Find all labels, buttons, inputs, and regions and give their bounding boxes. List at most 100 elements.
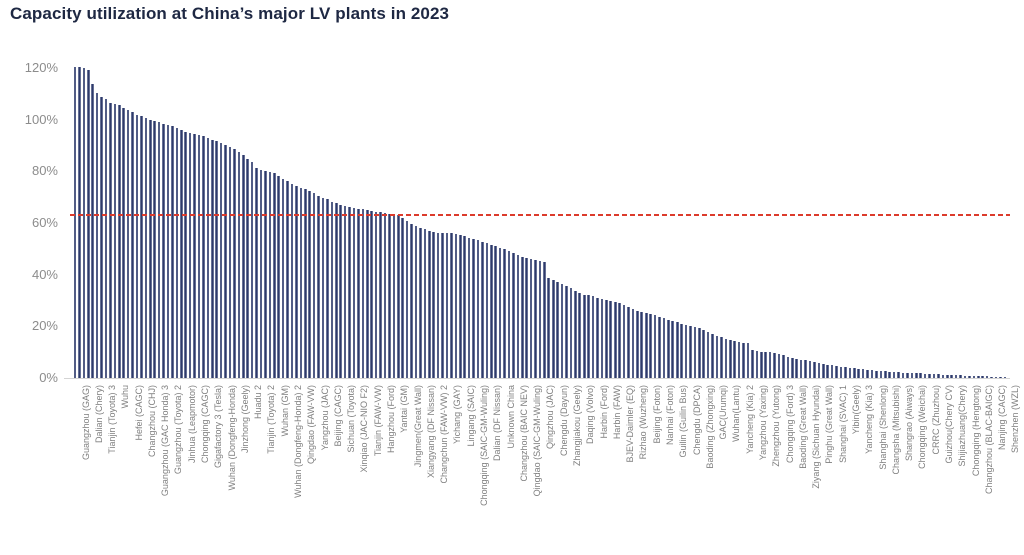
x-axis-label: Shanghai (SVAC) 1: [837, 385, 848, 463]
bar: [932, 374, 936, 378]
bar: [458, 234, 462, 378]
bar: [494, 246, 497, 378]
bar: [915, 373, 918, 378]
x-axis-label: Shenzhen (WZL): [1010, 385, 1021, 454]
bar: [795, 358, 799, 378]
bar: [255, 167, 258, 378]
x-axis-label: Zhengzhou (Yutong): [771, 385, 782, 467]
x-axis-label: Chongqing (Hengtong): [970, 385, 981, 477]
bar: [357, 208, 360, 378]
x-axis-label: Guizhou(Chery CV): [943, 385, 954, 464]
bar: [175, 127, 179, 378]
x-axis-label: Xinqiao (JAC-NIO F2): [359, 385, 370, 473]
x-axis-label: Yantai (GM): [399, 385, 410, 433]
bar: [171, 126, 174, 378]
bar: [233, 149, 236, 378]
bar: [312, 192, 316, 378]
bar: [529, 259, 533, 378]
bar: [148, 119, 152, 378]
y-tick-label: 80%: [31, 163, 58, 179]
bar: [928, 373, 931, 378]
bar: [609, 300, 613, 378]
bar: [959, 375, 962, 378]
bar: [782, 355, 785, 378]
y-tick-label: 0%: [39, 370, 58, 385]
bar: [432, 232, 435, 378]
bar: [613, 301, 617, 378]
bar: [326, 198, 329, 378]
bar: [224, 145, 227, 378]
bar: [78, 67, 81, 378]
bar: [73, 66, 77, 378]
bar: [286, 181, 289, 378]
x-axis-label: Baoding (Great Wall): [797, 385, 808, 469]
bar: [768, 352, 772, 378]
bar: [512, 252, 515, 378]
x-axis-label: Shijiazhuang(Chery): [957, 385, 968, 467]
bar: [489, 244, 493, 378]
x-axis-label: Chongqing (SAIC-GM-Wuling): [479, 385, 490, 506]
bar: [339, 204, 342, 378]
bar: [250, 162, 254, 378]
x-axis-label: GAC(Urumqi): [718, 385, 729, 440]
bar: [441, 232, 444, 378]
bar: [910, 373, 914, 378]
bar: [122, 107, 125, 378]
bar: [671, 320, 675, 378]
x-axis-label: Tianjin (FAW-VW): [372, 385, 383, 457]
bar: [764, 351, 768, 378]
bar: [126, 109, 130, 378]
x-axis-label: Beijing (Foton): [651, 385, 662, 444]
bar: [264, 171, 267, 378]
x-axis-label: Jinhua (Leapmotor): [186, 385, 197, 464]
bar: [822, 363, 825, 378]
bar: [605, 299, 608, 378]
x-axis-label: Dalian (Chery): [93, 385, 104, 444]
bar: [667, 319, 670, 378]
x-axis-label: Changzhou (BLAC-BAIGC): [983, 385, 994, 495]
bar: [179, 129, 183, 378]
x-axis-label: Shangrao (Aiways): [904, 385, 915, 462]
bar: [268, 171, 272, 378]
bar: [897, 372, 900, 378]
bar: [507, 250, 511, 378]
x-axis-label: Changsha (Mitsubishi): [890, 385, 901, 475]
bar: [941, 374, 945, 378]
x-axis-label: Wuhan (Dongfeng-Honda) 2: [293, 385, 304, 498]
x-axis-label: Shanghai (Shenlong): [877, 385, 888, 470]
bar: [365, 210, 369, 378]
bar: [698, 328, 701, 378]
bar: [569, 288, 573, 378]
bar: [414, 225, 418, 378]
bar: [188, 133, 192, 378]
bar: [299, 187, 303, 378]
bar: [206, 137, 210, 378]
bar: [317, 195, 320, 378]
x-axis-label: Unknown China: [505, 385, 516, 449]
bar: [990, 376, 993, 378]
bar: [702, 329, 706, 378]
bar: [374, 211, 378, 378]
bar: [684, 324, 688, 378]
bar: [813, 362, 816, 378]
x-axis-label: Changzhou (BAIC NEV): [518, 385, 529, 482]
bar: [348, 206, 351, 378]
bar: [963, 375, 967, 378]
bar: [791, 357, 794, 378]
bar: [91, 83, 94, 378]
bar: [272, 172, 276, 378]
bar: [290, 184, 294, 378]
bar: [950, 375, 954, 378]
bar: [888, 371, 892, 378]
x-axis-label: Dalian (DF Nissan): [492, 385, 503, 462]
bar: [640, 312, 644, 378]
x-axis-label: Guilin (Guilin Bus): [678, 385, 689, 458]
bar: [82, 67, 86, 378]
x-axis-label: Chongqing (Ford) 3: [784, 385, 795, 464]
bar: [755, 350, 759, 378]
bar: [481, 241, 484, 378]
bar: [835, 366, 838, 378]
x-axis-label: Guangzhou (GAC Honda) 3: [160, 385, 171, 497]
bar: [777, 353, 781, 378]
bar: [870, 369, 874, 378]
